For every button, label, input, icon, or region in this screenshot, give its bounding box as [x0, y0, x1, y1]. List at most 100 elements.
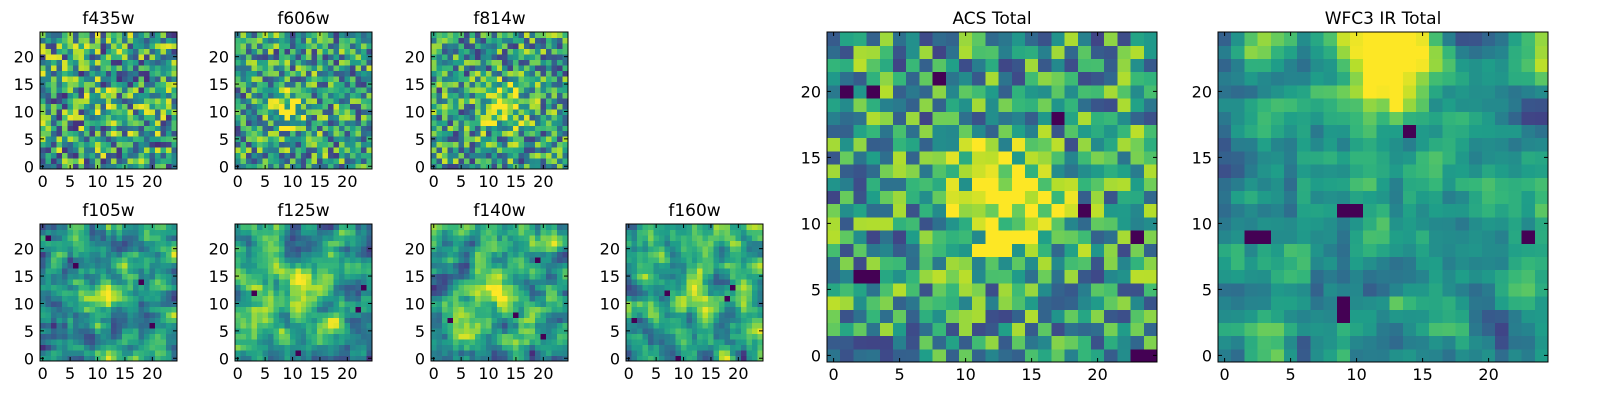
heatmap-cell: [675, 284, 682, 291]
heatmap-cell: [491, 328, 498, 335]
heatmap-cell: [339, 344, 346, 351]
heatmap-cell: [235, 333, 242, 340]
heatmap-cell: [691, 306, 698, 313]
heatmap-cell: [350, 81, 357, 88]
heatmap-cell: [94, 245, 101, 252]
heatmap-cell: [105, 333, 112, 340]
heatmap-cell: [262, 103, 269, 110]
heatmap-cell: [1104, 335, 1118, 350]
heatmap-cell: [89, 295, 96, 302]
heatmap-cell: [1104, 230, 1118, 244]
heatmap-cell: [507, 48, 514, 55]
heatmap-cell: [144, 224, 151, 231]
heatmap-cell: [719, 256, 726, 263]
heatmap-cell: [452, 42, 459, 50]
heatmap-cell: [306, 75, 313, 82]
heatmap-cell: [1104, 203, 1118, 218]
heatmap-cell: [116, 229, 123, 236]
heatmap-cell: [344, 289, 351, 296]
heatmap-cell: [45, 273, 52, 280]
heatmap-cell: [713, 278, 720, 285]
heatmap-cell: [160, 141, 167, 148]
heatmap-cell: [686, 317, 693, 324]
heatmap-cell: [94, 108, 101, 115]
heatmap-cell: [691, 295, 698, 302]
heatmap-cell: [474, 328, 481, 335]
heatmap-cell: [972, 256, 986, 271]
heatmap-cell: [83, 229, 90, 236]
heatmap-cell: [463, 229, 470, 236]
heatmap-cell: [122, 92, 129, 99]
heatmap-cell: [518, 125, 525, 132]
heatmap-cell: [469, 300, 476, 307]
heatmap-cell: [557, 289, 564, 296]
heatmap-cell: [746, 355, 753, 362]
heatmap-cell: [480, 103, 487, 110]
heatmap-cell: [535, 273, 542, 280]
heatmap-cell: [669, 300, 676, 307]
heatmap-cell: [431, 306, 438, 313]
heatmap-cell: [680, 344, 687, 351]
heatmap-cell: [105, 240, 112, 247]
heatmap-cell: [245, 158, 253, 165]
heatmap-cell: [502, 75, 509, 82]
heatmap-cell: [557, 224, 564, 231]
heatmap-cell: [469, 158, 476, 165]
heatmap-cell: [1130, 243, 1145, 257]
heatmap-cell: [491, 103, 498, 110]
heatmap-cell: [919, 164, 934, 178]
heatmap-cell: [502, 97, 509, 104]
heatmap-cell: [278, 114, 285, 121]
heatmap-cell: [160, 75, 167, 82]
heatmap-cell: [631, 273, 638, 280]
heatmap-cell: [642, 224, 649, 231]
heatmap-cell: [83, 306, 90, 313]
x-tick-label: 20: [533, 172, 553, 191]
heatmap-cell: [45, 234, 52, 242]
heatmap-cell: [322, 119, 329, 126]
heatmap-cell: [535, 75, 542, 82]
heatmap-cell: [344, 251, 351, 258]
heatmap-cell: [67, 306, 74, 313]
heatmap-cell: [61, 37, 68, 44]
heatmap-cell: [284, 70, 291, 77]
heatmap-cell: [350, 289, 357, 296]
heatmap-cell: [138, 224, 145, 231]
heatmap-cell: [344, 97, 351, 104]
heatmap-cell: [491, 163, 498, 170]
heatmap-cell: [40, 339, 47, 346]
heatmap-cell: [361, 240, 368, 247]
heatmap-cell: [262, 86, 269, 93]
heatmap-cell: [56, 328, 63, 335]
heatmap-cell: [697, 339, 704, 346]
heatmap-cell: [245, 256, 253, 263]
heatmap-cell: [235, 256, 242, 263]
heatmap-cell: [480, 355, 487, 362]
heatmap-cell: [366, 97, 373, 104]
heatmap-cell: [284, 317, 291, 324]
heatmap-cell: [111, 322, 118, 329]
heatmap-cell: [251, 267, 258, 274]
heatmap-cell: [344, 344, 351, 351]
heatmap-cell: [251, 163, 258, 170]
heatmap-cell: [100, 136, 107, 143]
heatmap-cell: [436, 32, 443, 39]
heatmap-cell: [480, 278, 487, 285]
heatmap-cell: [78, 136, 85, 143]
heatmap-cell: [675, 224, 682, 231]
heatmap-cell: [366, 311, 373, 318]
heatmap-cell: [436, 163, 443, 170]
heatmap-cell: [355, 119, 362, 126]
heatmap-cell: [160, 317, 167, 324]
heatmap-cell: [469, 70, 476, 77]
heatmap-cell: [256, 339, 263, 346]
heatmap-cell: [491, 114, 498, 121]
heatmap-cell: [463, 278, 470, 285]
heatmap-cell: [300, 344, 307, 351]
heatmap-cell: [551, 141, 558, 148]
heatmap-cell: [741, 344, 748, 351]
heatmap-cell: [518, 163, 525, 170]
heatmap-cell: [289, 267, 296, 274]
heatmap-cell: [78, 114, 85, 121]
heatmap-cell: [719, 344, 726, 351]
